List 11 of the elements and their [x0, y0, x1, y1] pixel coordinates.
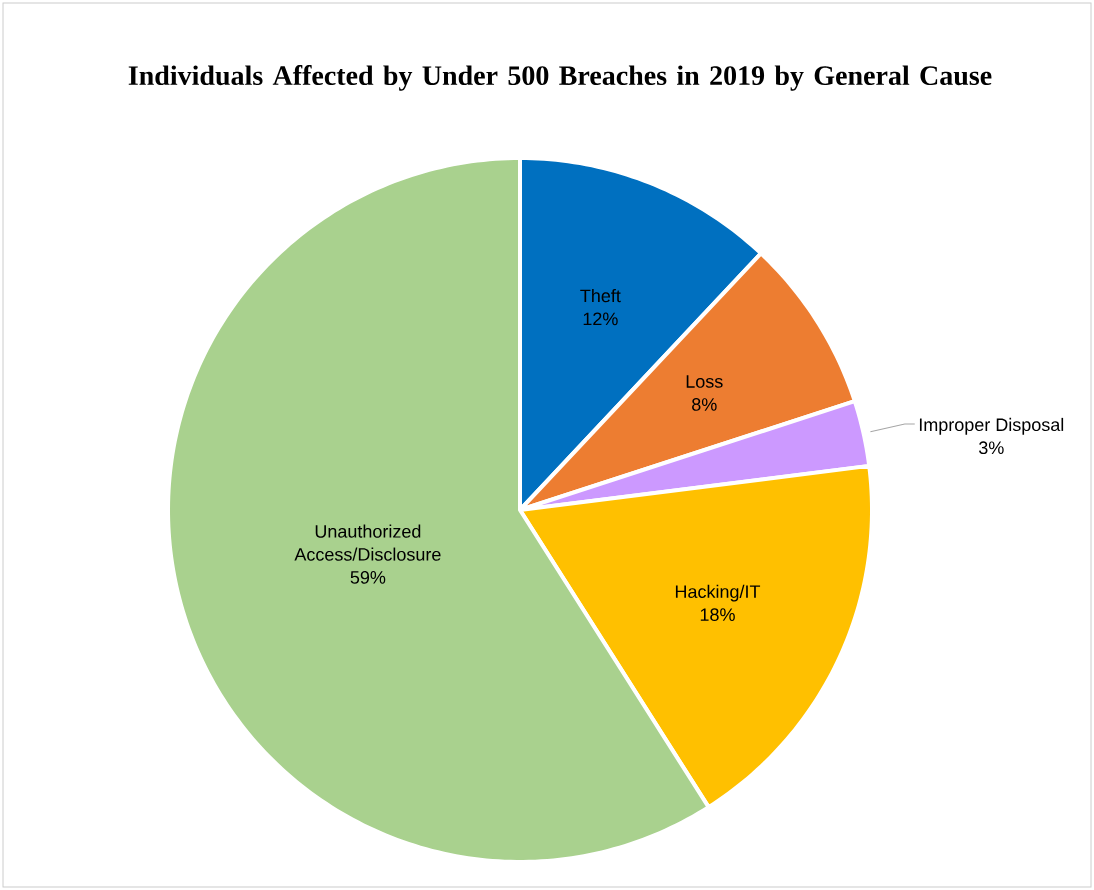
slice-label: Theft [580, 288, 621, 303]
slice-label: Improper Disposal [919, 417, 1064, 435]
chart-title: Individuals Affected by Under 500 Breaches in 2019 by General Cause [128, 65, 992, 91]
data-label: 12% [583, 312, 618, 326]
slice-label: Loss [686, 375, 723, 388]
slice-label: Unauthorized Access/Disclosure [294, 524, 441, 561]
data-label: 18% [700, 608, 735, 622]
slice-label: Hacking/IT [675, 584, 761, 602]
data-label: 3% [979, 441, 1004, 455]
data-label: 59% [350, 571, 386, 584]
data-label: 8% [692, 398, 717, 411]
